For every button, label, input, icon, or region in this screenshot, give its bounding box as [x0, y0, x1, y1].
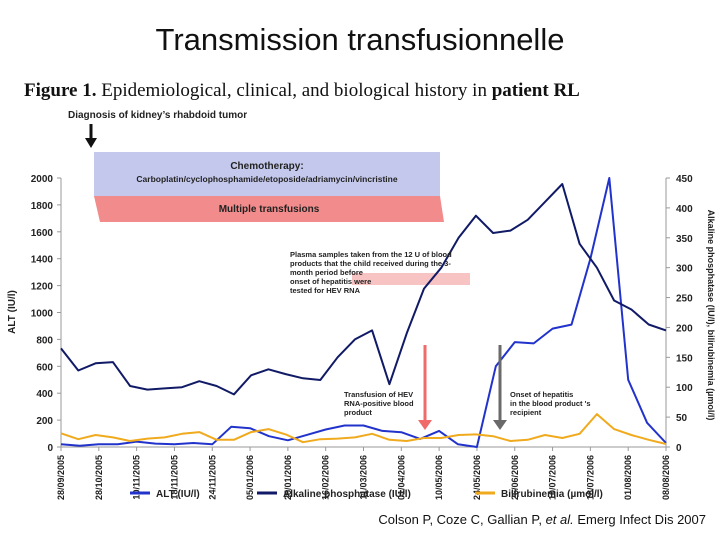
- transfusion-note-line: product: [344, 408, 372, 417]
- y2-axis-label: Alkaline phosphatase (IU/l), bilirubinem…: [706, 210, 716, 421]
- x-tick-label: 10/05/2006: [434, 455, 444, 500]
- y2-tick-label: 400: [676, 204, 693, 215]
- y2-tick-label: 150: [676, 353, 693, 364]
- bilirubinemia-line: [60, 413, 667, 445]
- transfusion-band: [94, 196, 444, 222]
- transfusion-note-line: Transfusion of HEV: [344, 390, 413, 399]
- y-tick-label: 0: [47, 443, 53, 454]
- plasma-note-line: tested for HEV RNA: [290, 286, 361, 295]
- x-tick-label: 28/10/2005: [94, 455, 104, 500]
- diagnosis-arrow-head: [85, 138, 97, 148]
- y-tick-label: 400: [36, 389, 53, 400]
- y2-tick-label: 300: [676, 264, 693, 275]
- y-tick-label: 2000: [31, 174, 54, 185]
- x-tick-label: 18/11/2005: [169, 455, 179, 500]
- legend-label: Bilirubinemia (µmol/l): [501, 489, 603, 500]
- diagnosis-label: Diagnosis of kidney’s rhabdoid tumor: [68, 110, 247, 121]
- citation: Colson P, Coze C, Gallian P, et al. Emer…: [378, 512, 706, 527]
- x-tick-label: 18/07/2006: [585, 455, 595, 500]
- diagnosis-marker: Diagnosis of kidney’s rhabdoid tumor: [68, 110, 247, 148]
- x-tick-label: 01/04/2006: [396, 455, 406, 500]
- x-tick-label: 16/02/2006: [321, 455, 331, 500]
- alkaline-phosphatase-line: [60, 183, 667, 396]
- x-tick-label: 01/08/2006: [623, 455, 633, 500]
- citation-authors: Colson P, Coze C, Gallian P,: [378, 512, 542, 527]
- timeline-bands: Chemotherapy: Carboplatin/cyclophosphami…: [94, 152, 470, 285]
- y-tick-label: 1800: [31, 201, 54, 212]
- y2-tick-label: 250: [676, 294, 693, 305]
- y2-ticks: 0 50 100 150 200 250 300 350 400 450: [666, 174, 693, 454]
- x-tick-label: 26/06/2006: [510, 455, 520, 500]
- y-tick-label: 1600: [31, 228, 54, 239]
- onset-note-line: Onset of hepatitis: [510, 390, 573, 399]
- onset-note-line: in the blood product 's: [510, 399, 591, 408]
- transfusion-note-line: RNA-positive blood: [344, 399, 414, 408]
- y2-tick-label: 100: [676, 383, 693, 394]
- y2-tick-label: 350: [676, 234, 693, 245]
- citation-etal: et al.: [545, 512, 574, 527]
- alt-line: [60, 177, 667, 448]
- plasma-note-line: month period before: [290, 268, 363, 277]
- legend-label: ALT (IU/l): [156, 489, 200, 500]
- x-tick-label: 10/07/2006: [548, 455, 558, 500]
- figure-patient: patient RL: [491, 80, 580, 101]
- legend: ALT (IU/l) Alkaline phosphatase (IU/l) Bil…: [130, 489, 603, 500]
- y2-tick-label: 0: [676, 443, 682, 454]
- plasma-note-line: onset of hepatitis were: [290, 277, 371, 286]
- x-tick-label: 28/09/2005: [56, 455, 66, 500]
- onset-note-line: recipient: [510, 408, 542, 417]
- x-tick-label: 05/01/2006: [245, 455, 255, 500]
- y-tick-label: 200: [36, 416, 53, 427]
- x-tick-label: 24/11/2005: [207, 455, 217, 500]
- plasma-window-band: [352, 273, 470, 285]
- x-tick-label: 10/11/2005: [132, 455, 142, 500]
- chemotherapy-band: [94, 152, 440, 196]
- x-tick-label: 08/08/2006: [661, 455, 671, 500]
- x-ticks: 28/09/2005 28/10/2005 10/11/2005 18/11/2005…: [56, 447, 671, 500]
- y-tick-label: 1200: [31, 282, 54, 293]
- onset-arrow-head: [493, 420, 507, 430]
- y-tick-label: 1400: [31, 255, 54, 266]
- x-tick-label: 11/03/2006: [359, 455, 369, 500]
- y2-tick-label: 50: [676, 413, 688, 424]
- transfusion-arrow-head: [418, 420, 432, 430]
- y-axis-label: ALT (IU/l): [7, 290, 18, 334]
- y-tick-label: 1000: [31, 309, 54, 320]
- figure-caption: Figure 1. Epidemiological, clinical, and…: [24, 80, 580, 102]
- figure-text: Epidemiological, clinical, and biologica…: [101, 80, 487, 101]
- chemo-drugs: Carboplatin/cyclophosphamide/etoposide/a…: [136, 174, 397, 184]
- plasma-note-line: products that the child received during …: [290, 259, 451, 268]
- y2-tick-label: 450: [676, 174, 693, 185]
- annotations: Plasma samples taken from the 12 U of bl…: [290, 250, 591, 430]
- figure-label: Figure 1.: [24, 80, 97, 101]
- y-tick-label: 600: [36, 362, 53, 373]
- plasma-note-line: Plasma samples taken from the 12 U of bl…: [290, 250, 452, 259]
- plasma-note: Plasma samples taken from the 12 U of bl…: [290, 250, 452, 295]
- chemo-title: Chemotherapy:: [230, 161, 303, 172]
- y-ticks: 0 200 400 600 800 1000 1200 1400 1600 1800 2000: [31, 174, 61, 454]
- y2-tick-label: 200: [676, 323, 693, 334]
- slide-title: Transmission transfusionnelle: [155, 22, 565, 57]
- series-lines: [60, 177, 667, 448]
- citation-journal: Emerg Infect Dis 2007: [577, 512, 706, 527]
- y-tick-label: 800: [36, 335, 53, 346]
- x-tick-label: 24/05/2006: [472, 455, 482, 500]
- legend-label: Alkaline phosphatase (IU/l): [283, 489, 411, 500]
- transfusion-label: Multiple transfusions: [219, 204, 320, 215]
- x-tick-label: 25/01/2006: [283, 455, 293, 500]
